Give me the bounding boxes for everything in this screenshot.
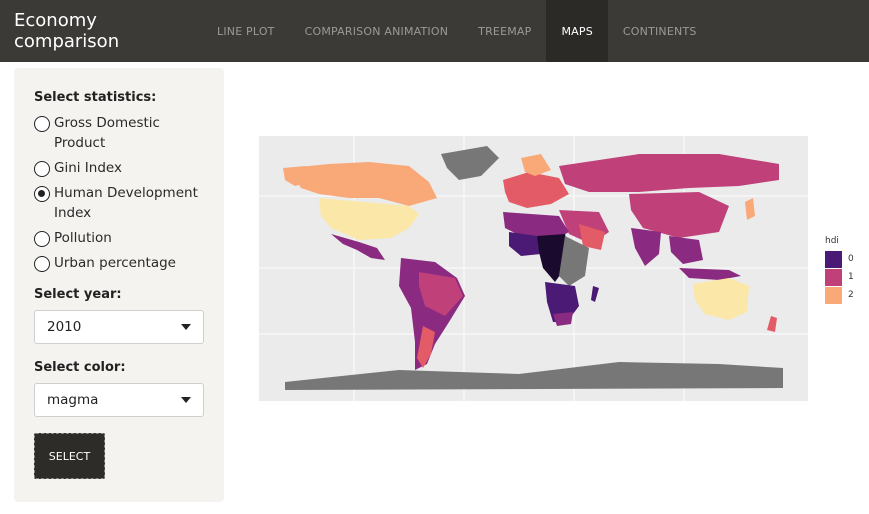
southeast-asia [669,236,703,264]
legend-label: 2 [848,290,854,300]
radio-gini[interactable]: Gini Index [34,158,204,178]
world-map [259,136,808,401]
legend-label: 1 [848,272,854,282]
tab-comparison-animation[interactable]: COMPARISON ANIMATION [304,24,449,38]
australia [693,278,749,320]
legend-item: 0 [825,250,854,268]
legend-item: 2 [825,286,854,304]
tab-maps[interactable]: MAPS [546,0,608,62]
radio-button[interactable] [34,161,50,177]
canada [289,162,437,206]
radio-gdp[interactable]: Gross Domestic Product [34,113,204,153]
radio-pollution[interactable]: Pollution [34,228,204,248]
brazil [419,272,463,316]
southern-africa [545,282,579,322]
russia [559,154,779,192]
tab-line-plot[interactable]: LINE PLOT [217,24,275,38]
radio-hdi[interactable]: Human Development Index [34,183,204,223]
chevron-down-icon [181,397,191,403]
chevron-down-icon [181,324,191,330]
map-legend: hdi 0 1 2 [825,236,854,304]
world-map-svg [259,136,808,401]
radio-label: Gross Domestic Product [54,115,160,151]
year-label: Select year: [34,287,122,302]
color-select-value: magma [47,392,99,408]
legend-label: 0 [848,254,854,264]
usa [319,198,419,240]
radio-button-selected[interactable] [34,186,50,202]
arabia [579,224,605,250]
statistics-label: Select statistics: [34,90,157,105]
legend-item: 1 [825,268,854,286]
mexico [331,234,385,260]
greenland [441,146,499,180]
scandinavia [521,154,551,176]
indonesia [679,268,741,280]
tab-treemap[interactable]: TREEMAP [478,24,532,38]
china [629,192,729,238]
radio-urban[interactable]: Urban percentage [34,253,204,273]
east-africa [559,236,589,286]
argentina [417,326,435,368]
madagascar [591,286,599,302]
nav-tabs: LINE PLOT COMPARISON ANIMATION TREEMAP M… [202,0,712,62]
north-africa [503,212,569,240]
color-select[interactable]: magma [34,383,204,417]
west-africa [509,232,541,256]
color-label: Select color: [34,360,126,375]
south-africa [553,312,573,326]
year-select[interactable]: 2010 [34,310,204,344]
radio-button[interactable] [34,256,50,272]
legend-swatch [825,268,842,286]
india [631,228,661,266]
radio-label: Human Development Index [54,185,198,221]
tab-continents[interactable]: CONTINENTS [622,24,697,38]
alaska [283,166,309,186]
antarctica [285,362,783,390]
legend-swatch [825,286,842,304]
legend-title: hdi [825,236,839,246]
legend-swatch [825,250,842,268]
europe [503,172,569,208]
japan [745,198,755,220]
radio-label: Gini Index [54,160,122,176]
app-title: Economy comparison [14,10,120,52]
year-select-value: 2010 [47,319,82,335]
navbar: Economy comparison LINE PLOT COMPARISON … [0,0,869,62]
radio-label: Urban percentage [54,255,176,271]
sidebar-panel: Select statistics: Gross Domestic Produc… [14,68,224,502]
select-button[interactable]: SELECT [34,433,105,479]
radio-button[interactable] [34,116,50,132]
radio-label: Pollution [54,230,112,246]
new-zealand [767,316,777,332]
radio-button[interactable] [34,231,50,247]
